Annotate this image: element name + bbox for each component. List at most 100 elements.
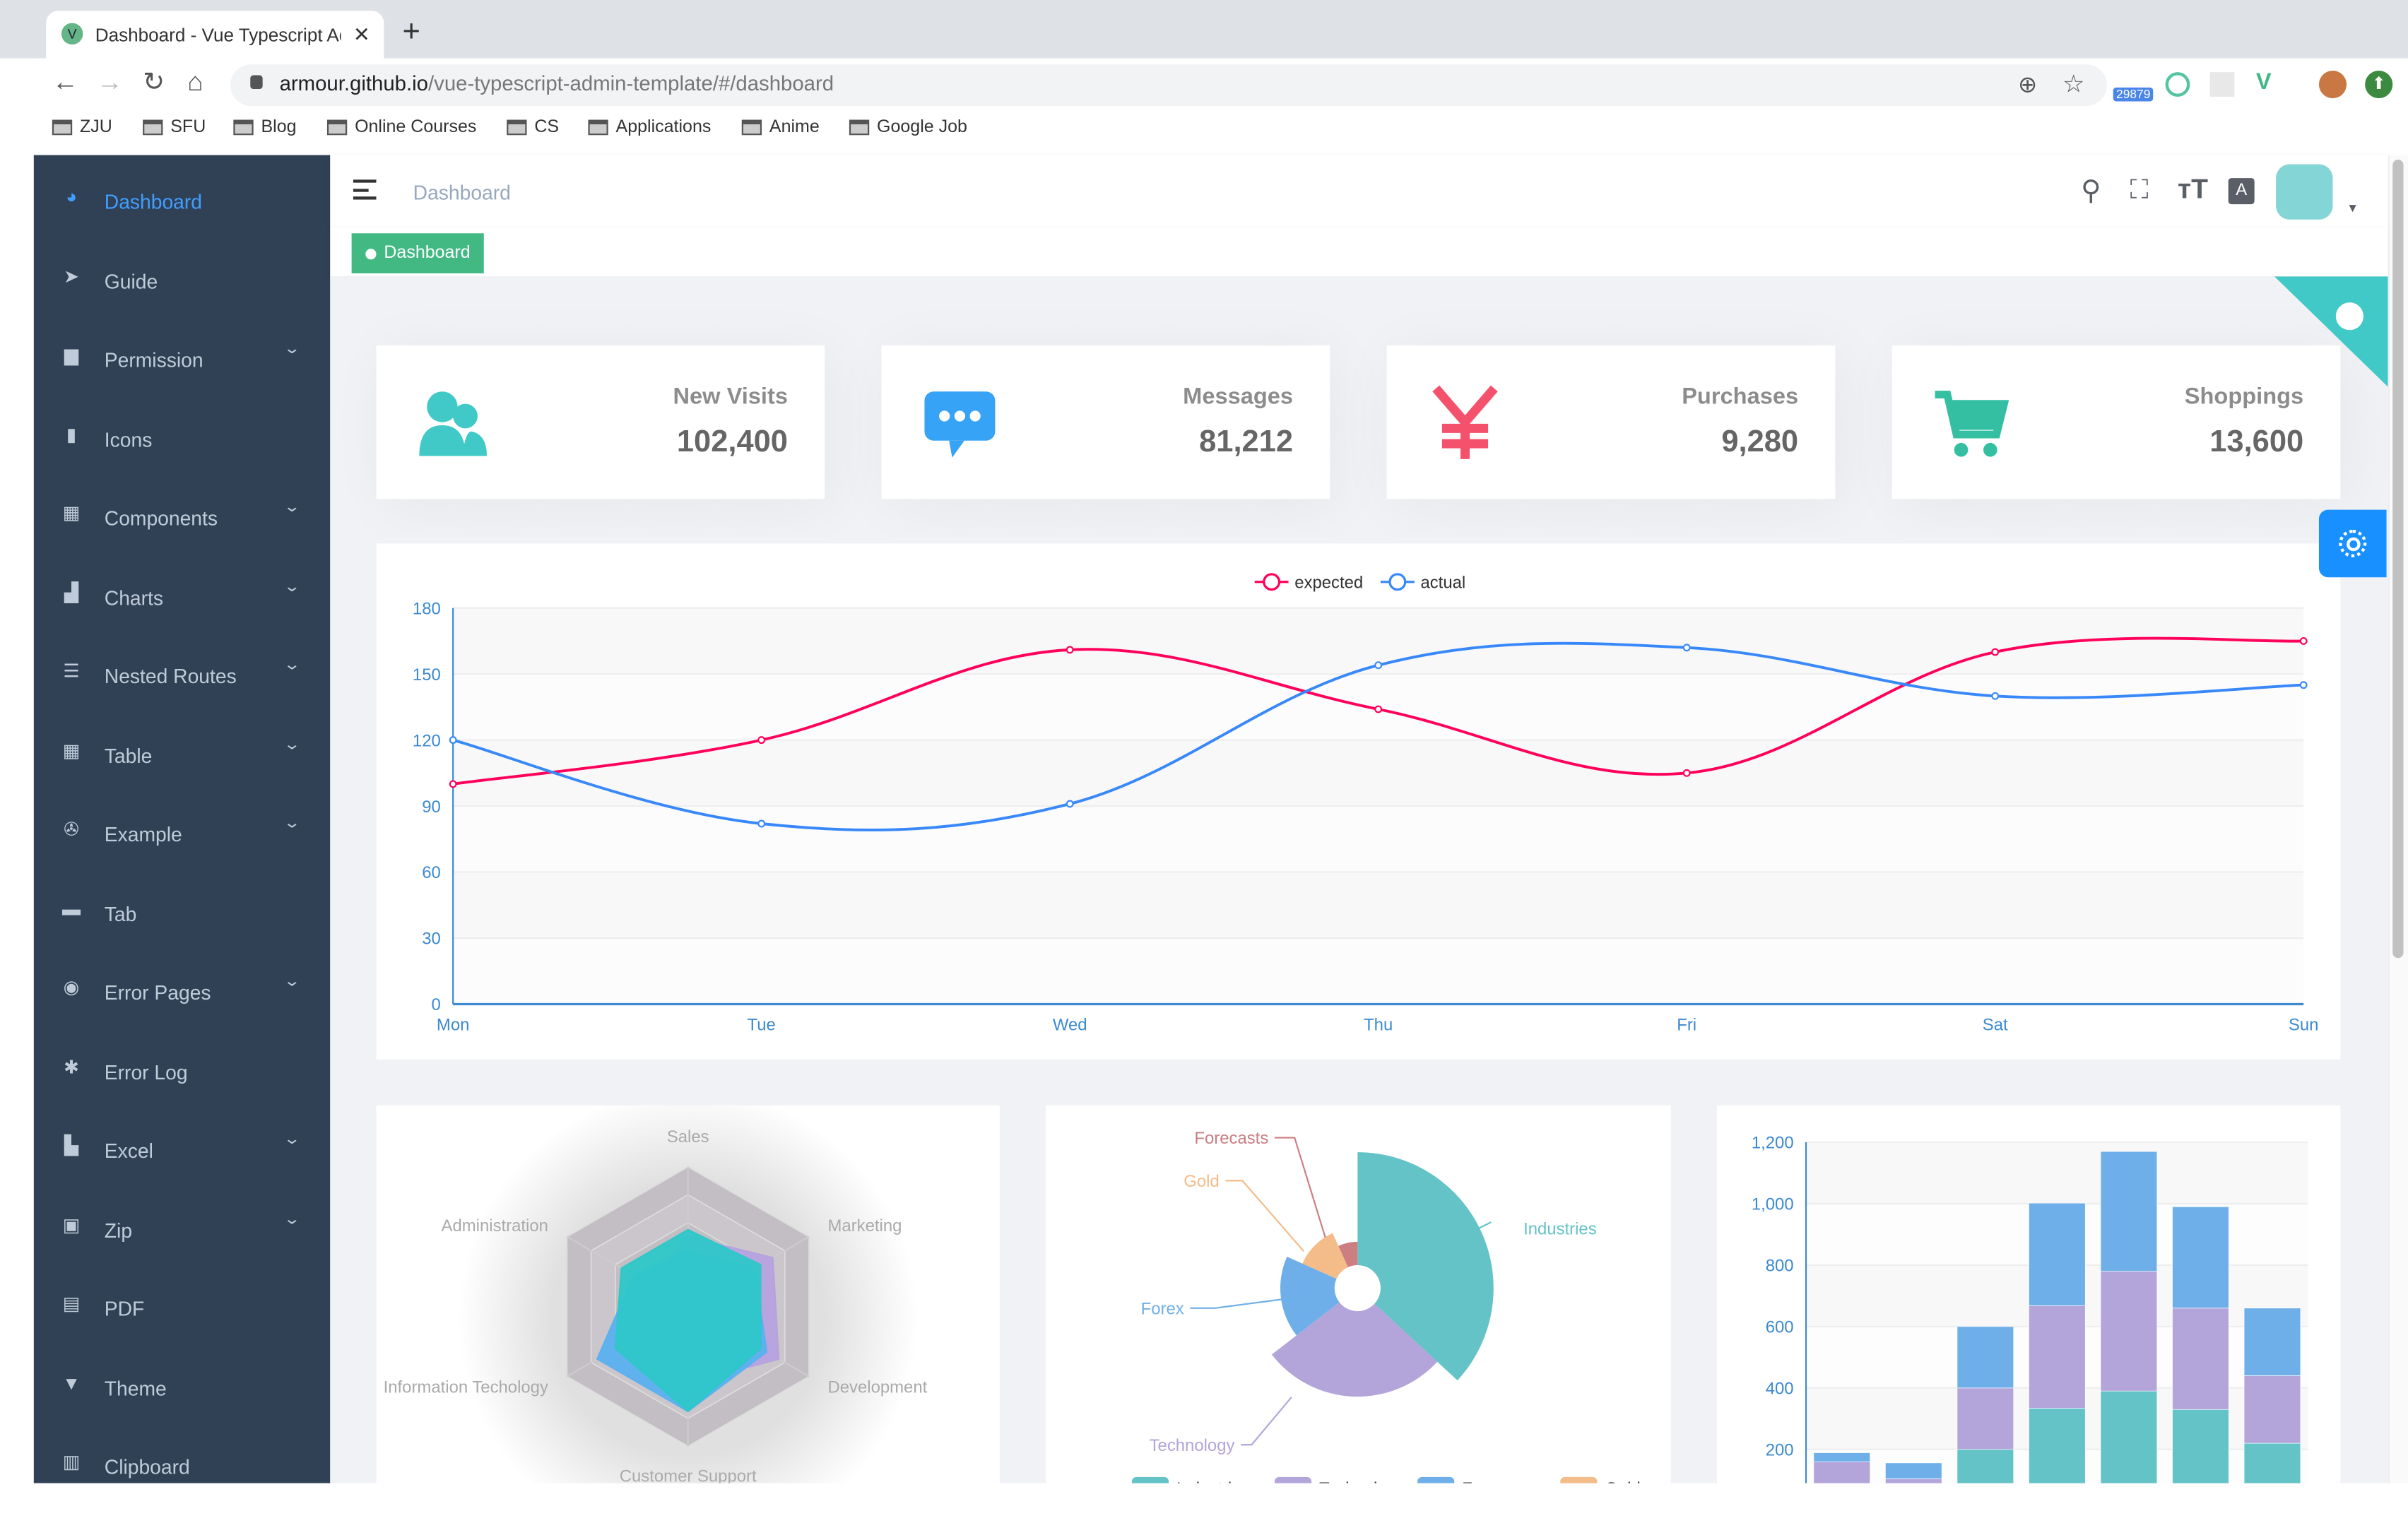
bookmark-item[interactable]: SFU — [143, 118, 206, 136]
sidebar-item-label: Charts — [104, 586, 164, 609]
reload-icon[interactable]: ↻ — [143, 67, 165, 97]
bar-segment — [2029, 1202, 2086, 1306]
pie-slice-forex — [1280, 1256, 1340, 1336]
user-avatar[interactable] — [2276, 164, 2333, 220]
bar-segment — [1885, 1478, 1942, 1483]
legend-label: Industries — [1176, 1479, 1250, 1483]
label-line — [1460, 1221, 1492, 1229]
legend-label: Gold — [1605, 1479, 1640, 1483]
line-chart-panel: 0 30 60 90 120 150 180 Mon Tue Wed Thu Fri Sat Sun exp… — [376, 543, 2341, 1060]
sidebar-item-guide[interactable]: ➤ Guide — [34, 239, 330, 316]
bookmark-label: SFU — [170, 118, 206, 137]
legend-label: actual — [1420, 573, 1465, 592]
back-icon[interactable]: ← — [52, 67, 78, 97]
url-text[interactable]: armour.github.io/vue-typescript-admin-te… — [279, 72, 834, 95]
stat-card-purchases[interactable]: Purchases 9,280 — [1386, 345, 1836, 499]
stat-card-messages[interactable]: Messages 81,212 — [881, 345, 1330, 499]
bookmark-item[interactable]: ZJU — [52, 118, 112, 136]
bookmark-item[interactable]: Blog — [233, 118, 297, 136]
sidebar-item-label: Clipboard — [104, 1455, 190, 1479]
new-tab-button[interactable]: + — [402, 15, 420, 49]
legend-label: expected — [1294, 573, 1363, 592]
radar-indicator-label: Administration — [442, 1216, 548, 1235]
excel-icon: ▙ — [64, 1134, 79, 1156]
tag-dashboard[interactable]: Dashboard — [351, 233, 485, 273]
language-icon[interactable]: A — [2228, 178, 2255, 205]
card-title: Messages — [1183, 384, 1294, 410]
sidebar-item-error-pages[interactable]: ◉ Error Pages ⌄ — [34, 950, 330, 1027]
legend-marker — [1388, 573, 1407, 591]
sidebar-item-table[interactable]: ▦ Table ⌄ — [34, 713, 330, 790]
bookmark-label: Google Job — [877, 118, 967, 137]
react-devtools-icon[interactable] — [2209, 72, 2235, 97]
sidebar-item-nested-routes[interactable]: ☰ Nested Routes ⌄ — [34, 634, 330, 711]
y-tick-label: 800 — [1766, 1257, 1794, 1276]
bookmark-item[interactable]: Online Courses — [326, 118, 476, 136]
card-value: 81,212 — [1199, 425, 1294, 459]
bookmark-item[interactable]: Applications — [588, 118, 711, 136]
chevron-down-icon: ⌄ — [283, 973, 302, 990]
hamburger-icon[interactable] — [353, 179, 377, 200]
sidebar-item-theme[interactable]: ▼ Theme — [34, 1346, 330, 1423]
sidebar-item-excel[interactable]: ▙ Excel ⌄ — [34, 1108, 330, 1185]
bar-segment — [1956, 1449, 2014, 1483]
chevron-down-icon: ⌄ — [283, 1210, 302, 1228]
folder-icon — [233, 119, 254, 136]
grammarly-extension-icon[interactable] — [2165, 72, 2190, 97]
bookmark-star-icon[interactable]: ☆ — [2062, 72, 2085, 99]
sidebar-item-dashboard[interactable]: ◕ Dashboard — [34, 160, 330, 237]
sidebar-item-label: Nested Routes — [104, 665, 237, 688]
bookmark-item[interactable]: Google Job — [849, 118, 967, 136]
stat-card-shoppings[interactable]: Shoppings 13,600 — [1891, 345, 2341, 499]
chart-icon: ▟ — [64, 581, 79, 603]
bookmark-item[interactable]: CS — [507, 118, 559, 136]
profile-avatar[interactable] — [2318, 70, 2347, 99]
scrollbar-thumb[interactable] — [2392, 160, 2404, 959]
stat-card-new-visits[interactable]: New Visits 102,400 — [376, 345, 825, 499]
forward-icon[interactable]: → — [96, 67, 123, 97]
y-tick-label: 150 — [413, 665, 441, 685]
close-tab-icon[interactable]: ✕ — [353, 23, 370, 47]
bar-segment — [2172, 1308, 2229, 1410]
search-icon[interactable]: ⚲ — [2081, 174, 2101, 206]
data-point — [1682, 769, 1691, 777]
sidebar-item-icons[interactable]: ▮ Icons — [34, 397, 330, 474]
github-corner-icon[interactable] — [2274, 276, 2388, 387]
paper-plane-icon: ➤ — [64, 264, 80, 287]
fullscreen-icon[interactable]: ⛶ — [2130, 174, 2149, 205]
vue-devtools-icon[interactable]: V — [2255, 69, 2272, 95]
bar-segment — [2100, 1151, 2158, 1272]
y-tick-label: 0 — [431, 995, 440, 1014]
bookmark-label: CS — [534, 118, 560, 137]
settings-button[interactable] — [2318, 509, 2387, 578]
sidebar-item-pdf[interactable]: ▤ PDF — [34, 1267, 330, 1344]
caret-down-icon[interactable]: ▼ — [2347, 201, 2359, 215]
sidebar-item-charts[interactable]: ▟ Charts ⌄ — [34, 555, 330, 632]
sidebar-item-zip[interactable]: ▣ Zip ⌄ — [34, 1187, 330, 1264]
home-icon[interactable]: ⌂ — [187, 67, 203, 97]
bar-chart: 200 400 600 800 1,000 1,200 — [1752, 1134, 2308, 1483]
pie-slice-gold — [1302, 1233, 1348, 1279]
sidebar-item-permission[interactable]: ▆ Permission ⌄ — [34, 318, 330, 395]
browser-tab-bar — [0, 0, 2408, 59]
chevron-down-icon: ⌄ — [283, 657, 302, 675]
omnibox[interactable] — [230, 64, 2108, 106]
chevron-down-icon: ⌄ — [283, 815, 302, 833]
sidebar-item-error-log[interactable]: ✱ Error Log — [34, 1029, 330, 1106]
sidebar-item-clipboard[interactable]: ▥ Clipboard — [34, 1425, 330, 1502]
folder-icon — [326, 119, 348, 136]
install-icon[interactable]: ⊕ — [2017, 72, 2038, 99]
bar-segment — [2172, 1207, 2229, 1309]
update-icon[interactable]: ⬆ — [2365, 70, 2393, 99]
sidebar-item-example[interactable]: ✇ Example ⌄ — [34, 793, 330, 870]
folder-icon — [143, 119, 163, 136]
sidebar-item-components[interactable]: ▦ Components ⌄ — [34, 476, 330, 553]
data-point — [1991, 648, 2000, 656]
size-icon[interactable]: ᴛT — [2177, 173, 2209, 205]
nested-icon: ☰ — [63, 660, 80, 682]
sidebar-item-tab[interactable]: ▬ Tab — [34, 871, 330, 948]
extension-badge[interactable]: 29879 — [2113, 87, 2154, 102]
bookmark-item[interactable]: Anime — [741, 118, 820, 136]
chevron-down-icon: ⌄ — [283, 578, 302, 595]
browser-tab[interactable]: V Dashboard - Vue Typescript Admin Templ… — [46, 11, 384, 59]
